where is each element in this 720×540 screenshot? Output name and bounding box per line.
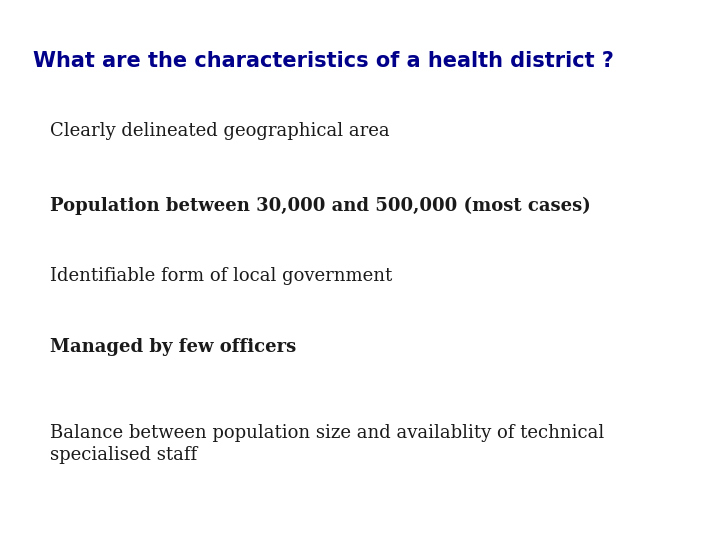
Text: Population between 30,000 and 500,000 (most cases): Population between 30,000 and 500,000 (m…	[50, 197, 591, 215]
Text: Clearly delineated geographical area: Clearly delineated geographical area	[50, 122, 390, 139]
Text: Balance between population size and availablity of technical
specialised staff: Balance between population size and avai…	[50, 424, 605, 464]
Text: Managed by few officers: Managed by few officers	[50, 338, 297, 355]
Text: What are the characteristics of a health district ?: What are the characteristics of a health…	[33, 51, 614, 71]
Text: Identifiable form of local government: Identifiable form of local government	[50, 267, 392, 285]
